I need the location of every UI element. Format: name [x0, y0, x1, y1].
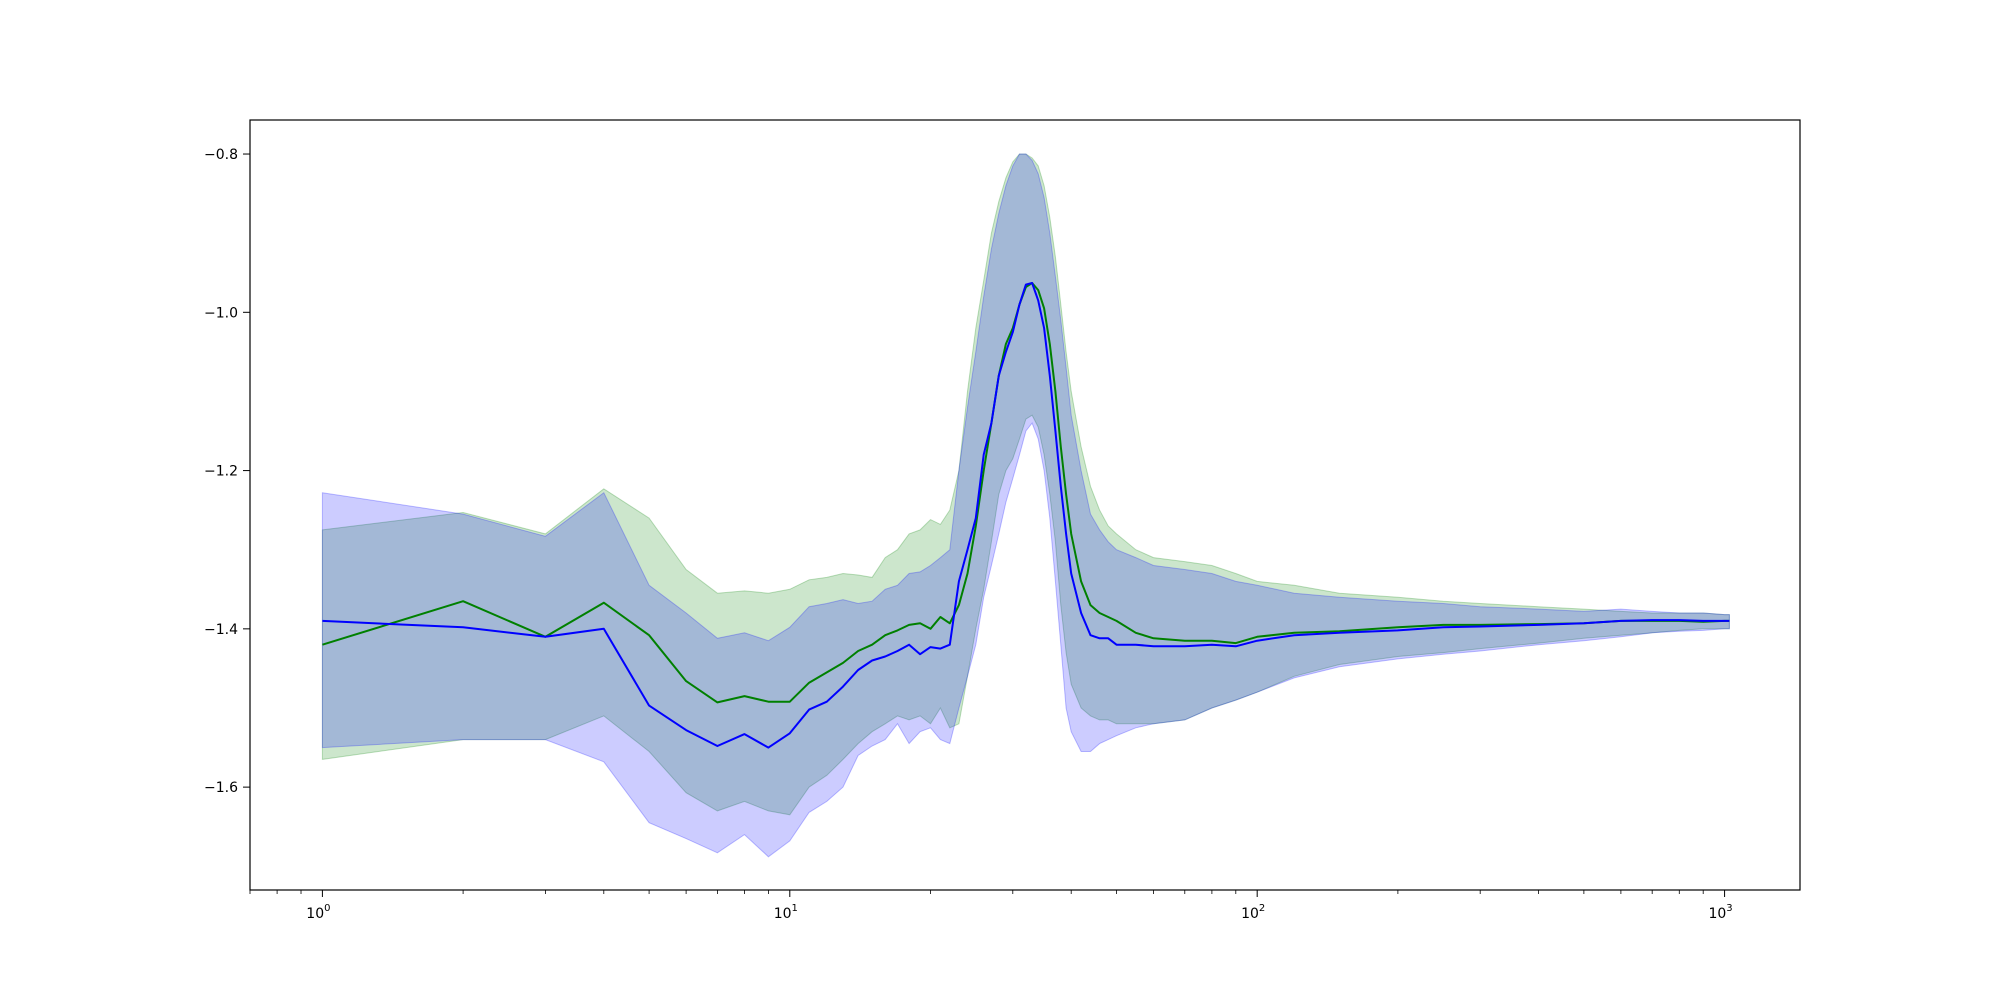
y-tick-label: −0.8	[204, 147, 238, 163]
x-tick-label: 102	[1241, 903, 1265, 922]
series-1-line	[322, 282, 1730, 749]
series-1-band	[321, 153, 1730, 858]
x-axis: 100 101 102 103	[249, 890, 1733, 922]
x-tick-label: 100	[306, 903, 330, 922]
series-0-line	[322, 282, 1730, 704]
y-tick-label: −1.2	[204, 464, 238, 480]
x-tick-label: 103	[1708, 903, 1732, 922]
series-0-band	[321, 153, 1730, 816]
axes-frame	[249, 119, 1801, 891]
x-tick-label: 101	[774, 903, 798, 922]
y-axis: −0.8 −1.0 −1.2 −1.4 −1.6	[204, 147, 250, 796]
plot-area	[250, 120, 1800, 890]
series-lines	[322, 282, 1730, 749]
confidence-bands	[321, 153, 1730, 858]
y-tick-label: −1.6	[204, 780, 238, 796]
y-tick-label: −1.4	[204, 622, 238, 638]
y-tick-label: −1.0	[204, 305, 238, 321]
